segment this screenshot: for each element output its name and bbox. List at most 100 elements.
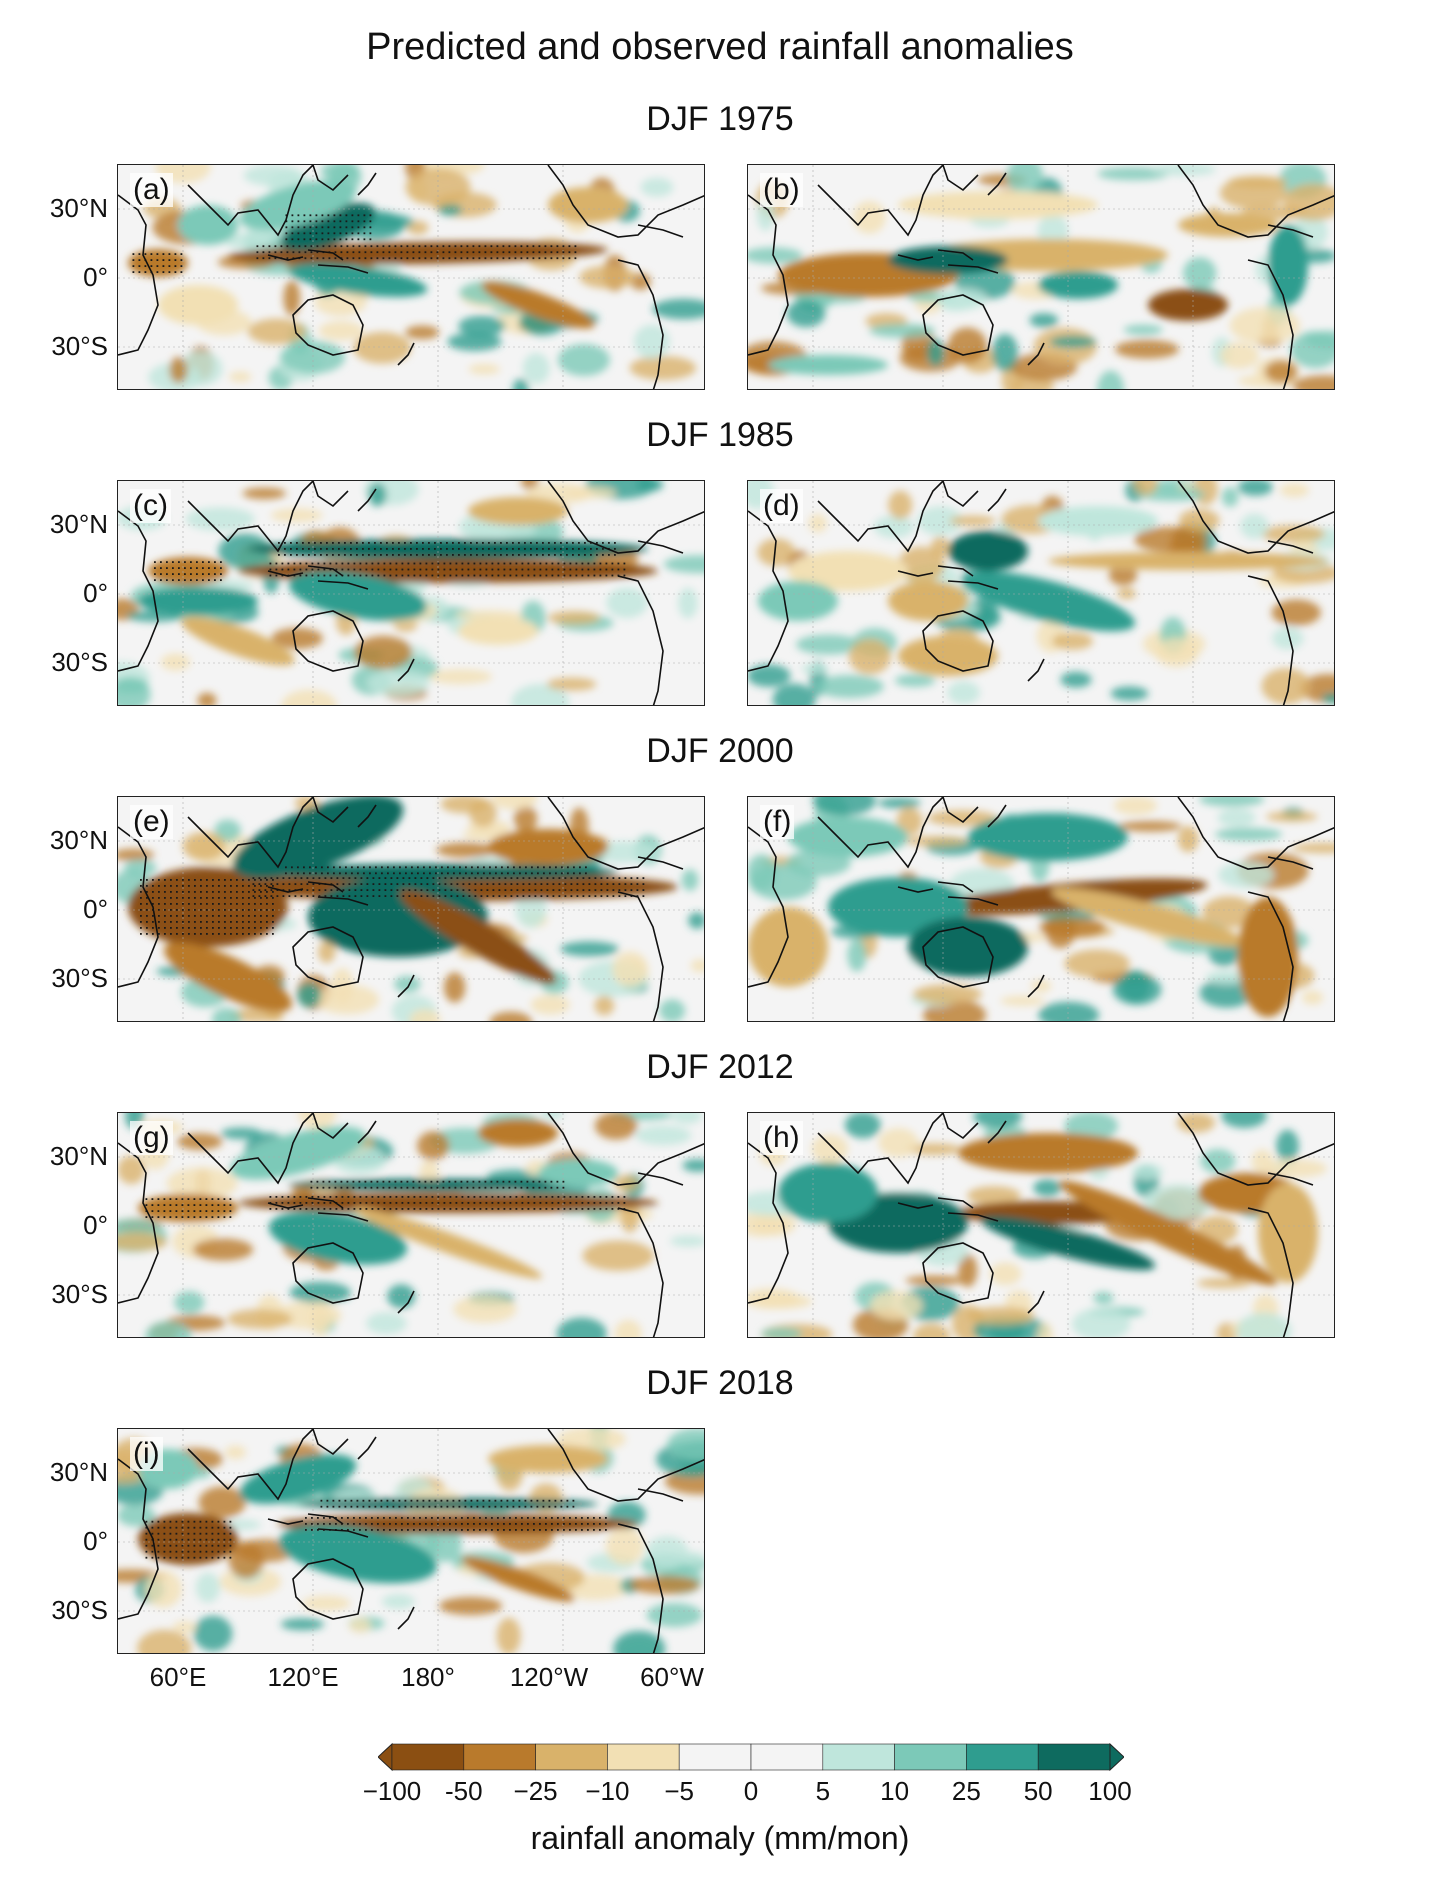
- anomaly-blob: [1200, 1148, 1236, 1174]
- colorbar-segment: [894, 1743, 967, 1771]
- anomaly-blob: [917, 506, 964, 536]
- anomaly-blob: [271, 627, 323, 649]
- anomaly-blob: [280, 340, 346, 374]
- anomaly-blob: [678, 587, 698, 619]
- anomaly-blob: [185, 507, 255, 531]
- anomaly-blob: [1072, 1307, 1131, 1337]
- colorbar-tick: −5: [664, 1776, 695, 1806]
- anomaly-feature: [298, 1498, 598, 1510]
- anomaly-blob: [1221, 487, 1239, 507]
- anomaly-blob: [172, 1621, 196, 1634]
- coastline: [187, 481, 314, 553]
- anomaly-blob: [848, 638, 891, 675]
- anomaly-blob: [469, 799, 497, 827]
- anomaly-feature: [138, 1194, 238, 1222]
- anomaly-blob: [844, 1113, 881, 1139]
- anomaly-blob: [896, 807, 923, 836]
- anomaly-blob: [1060, 671, 1092, 688]
- rainfall-anomaly-map: [118, 1113, 704, 1337]
- anomaly-feature: [399, 889, 557, 985]
- anomaly-field: [748, 165, 1334, 389]
- rainfall-anomaly-map: [748, 1113, 1334, 1337]
- anomaly-blob: [927, 810, 998, 826]
- coastline: [922, 1242, 994, 1304]
- coastline: [617, 259, 664, 389]
- lon-label-60e: 60°E: [149, 1662, 207, 1692]
- anomaly-blob: [453, 1295, 517, 1323]
- anomaly-blob: [1117, 587, 1136, 600]
- anomaly-feature: [1059, 1180, 1277, 1286]
- anomaly-blob: [192, 1238, 254, 1261]
- anomaly-blob: [1321, 693, 1334, 704]
- row-title-2012: DJF 2012: [646, 1048, 794, 1086]
- anomaly-blob: [992, 333, 1018, 372]
- anomaly-blob: [224, 1445, 247, 1460]
- panel-a: (a): [117, 164, 705, 390]
- anomaly-feature: [178, 205, 238, 245]
- panel-label: (i): [130, 1437, 163, 1471]
- coastline: [1267, 1172, 1314, 1186]
- row-title-2000: DJF 2000: [646, 732, 794, 770]
- anomaly-blob: [366, 1312, 407, 1335]
- anomaly-blob: [757, 538, 796, 567]
- anomaly-blob: [659, 999, 686, 1021]
- anomaly-blob: [888, 490, 913, 520]
- anomaly-blob: [947, 681, 980, 705]
- anomaly-blob: [220, 1127, 263, 1140]
- anomaly-field: [748, 1113, 1328, 1337]
- anomaly-blob: [1033, 1179, 1062, 1197]
- coastline: [397, 974, 415, 998]
- coastline: [1177, 1113, 1334, 1186]
- anomaly-feature: [1051, 887, 1245, 947]
- anomaly-blob: [297, 983, 321, 1008]
- anomaly-blob: [801, 663, 829, 675]
- anomaly-blob: [1110, 686, 1149, 701]
- anomaly-blob: [546, 677, 597, 691]
- anomaly-blob: [447, 332, 502, 351]
- coastline: [1267, 856, 1314, 870]
- anomaly-blob: [567, 487, 617, 499]
- anomaly-blob: [281, 689, 337, 705]
- anomaly-blob: [629, 356, 697, 380]
- anomaly-feature: [163, 942, 293, 1012]
- anomaly-feature: [148, 557, 228, 585]
- anomaly-blob: [229, 1008, 282, 1021]
- coastline: [922, 610, 994, 672]
- anomaly-blob: [958, 1253, 978, 1288]
- lat-label-30n: 30°N: [49, 1141, 108, 1171]
- panel-label: (e): [130, 805, 173, 839]
- coastline: [1027, 658, 1045, 682]
- anomaly-blob: [1237, 481, 1273, 496]
- coastline: [1247, 259, 1294, 389]
- anomaly-blob: [1217, 808, 1256, 827]
- coastline: [942, 797, 1007, 828]
- coastlines: [118, 797, 704, 1021]
- anomaly-blob: [989, 1262, 1022, 1286]
- anomaly-blob: [748, 664, 791, 687]
- coastline: [637, 540, 684, 554]
- anomaly-feature: [181, 616, 295, 666]
- anomaly-blob: [229, 371, 252, 383]
- coastline: [1027, 974, 1045, 998]
- coastline: [1247, 1207, 1294, 1337]
- anomaly-feature: [958, 1133, 1138, 1173]
- anomaly-feature: [1038, 271, 1118, 299]
- anomaly-blob: [1039, 917, 1106, 938]
- anomaly-blob: [468, 363, 501, 375]
- anomaly-feature: [1268, 225, 1308, 305]
- coastline: [922, 294, 994, 356]
- anomaly-blob: [1280, 483, 1309, 498]
- coastlines: [748, 481, 1334, 705]
- colorbar-segment: [1037, 1743, 1111, 1771]
- coastline: [267, 1513, 369, 1538]
- anomaly-feature: [788, 817, 908, 857]
- anomaly-blob: [1051, 632, 1094, 650]
- anomaly-blob: [796, 634, 861, 655]
- anomaly-blob: [491, 797, 538, 810]
- anomaly-feature: [768, 355, 888, 375]
- anomaly-blob: [1197, 1278, 1252, 1289]
- coastline: [267, 565, 369, 590]
- lon-label-120e: 120°E: [267, 1662, 339, 1692]
- anomaly-blob: [652, 298, 704, 320]
- anomaly-blob: [1218, 861, 1274, 888]
